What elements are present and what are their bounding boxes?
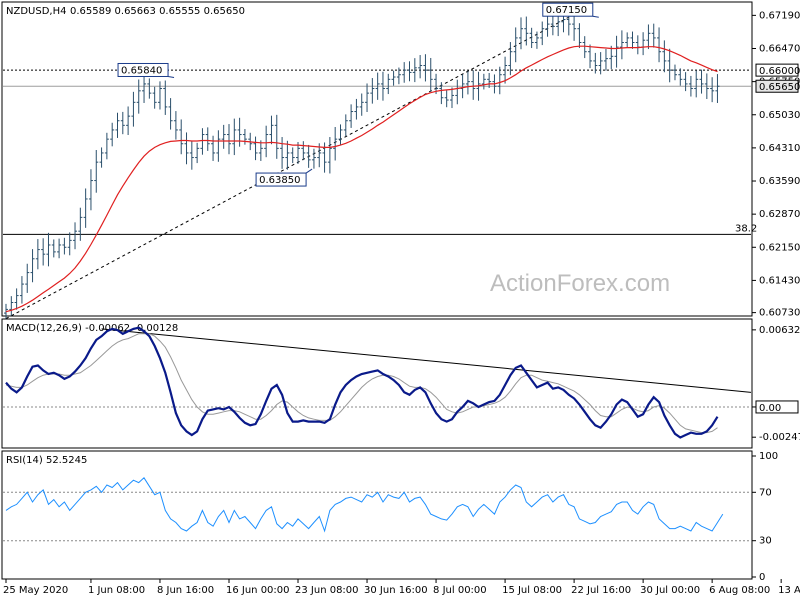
price-annotation-leader: [305, 168, 313, 174]
macd-signal-line: [5, 333, 718, 434]
x-tick-label: 16 Jun 00:00: [226, 585, 290, 596]
x-tick-label: 6 Aug 08:00: [709, 585, 770, 596]
rsi-line: [5, 477, 724, 533]
x-tick-label: 23 Jun 08:00: [295, 585, 359, 596]
price-y-tick-label: 0.65030: [759, 110, 800, 121]
price-tag-box: [755, 79, 799, 93]
macd-trendline: [101, 328, 752, 393]
macd-value-tag-label: 0.00: [759, 403, 781, 414]
macd-line: [5, 326, 719, 439]
fib-level-label: 38.2: [735, 223, 757, 234]
x-tick-label: 25 May 2020: [3, 585, 68, 596]
price-annotation-label: 0.65840: [121, 65, 162, 76]
rsi-y-tick-label: 30: [759, 536, 772, 547]
x-tick-label: 30 Jun 16:00: [364, 585, 428, 596]
price-annotation-leader: [592, 15, 599, 18]
macd-value-tag-box: [755, 400, 799, 414]
price-annotation-box: [117, 62, 169, 77]
price-annotation-label: 0.67150: [546, 5, 587, 16]
x-tick-label: 22 Jul 16:00: [571, 585, 631, 596]
rsi-header: RSI(14) 52.5245: [6, 455, 87, 466]
rsi-y-tick-label: 70: [759, 487, 772, 498]
x-tick-label: 30 Jul 00:00: [640, 585, 700, 596]
macd-header: MACD(12,26,9) -0.00062 -0.00128: [6, 323, 178, 334]
price-y-tick-label: 0.61430: [759, 275, 800, 286]
watermark-text: ActionForex.com: [490, 270, 670, 297]
price-y-tick-label: 0.63590: [759, 176, 800, 187]
price-annotation-label: 0.63850: [259, 175, 300, 186]
macd-y-tick-label: -0.002479: [759, 432, 800, 443]
x-tick-label: 15 Jul 08:00: [502, 585, 562, 596]
price-header-ohlc: 0.65589 0.65663 0.65555 0.65650: [70, 6, 245, 17]
price-y-tick-label: 0.66470: [759, 43, 800, 54]
rsi-panel-frame: [1, 450, 753, 580]
price-tag-box: [755, 63, 799, 77]
price-y-tick-label: 0.62150: [759, 242, 800, 253]
macd-y-tick-label: 0.00632: [759, 325, 800, 336]
rsi-y-tick-label: 100: [759, 451, 778, 462]
rsi-y-tick-label: 0: [759, 572, 765, 583]
price-moving-average-line: [5, 45, 718, 313]
price-y-tick-label: 0.60730: [759, 308, 800, 319]
x-tick-label: 8 Jun 16:00: [157, 585, 214, 596]
price-y-tick-label: 0.67190: [759, 10, 800, 21]
price-tag-label: 0.65650: [759, 82, 800, 93]
price-tag-label: 0.66000: [759, 66, 800, 77]
price-annotation-box: [542, 2, 594, 17]
x-tick-label: 8 Jul 00:00: [433, 585, 487, 596]
x-tick-label: 13 Aug 16:00: [778, 585, 800, 596]
x-tick-label: 1 Jun 08:00: [88, 585, 145, 596]
price-y-tick-label: 0.64310: [759, 143, 800, 154]
price-header-symbol: NZDUSD,H4: [6, 6, 66, 17]
price-annotation-box: [255, 172, 307, 187]
price-panel-frame: [1, 1, 753, 317]
chart-dynamic-layer: 0.671900.664700.657500.650300.643100.635…: [3, 2, 800, 596]
price-annotation-leader: [167, 75, 175, 78]
macd-panel-frame: [1, 318, 753, 449]
price-y-tick-label: 0.62870: [759, 209, 800, 220]
